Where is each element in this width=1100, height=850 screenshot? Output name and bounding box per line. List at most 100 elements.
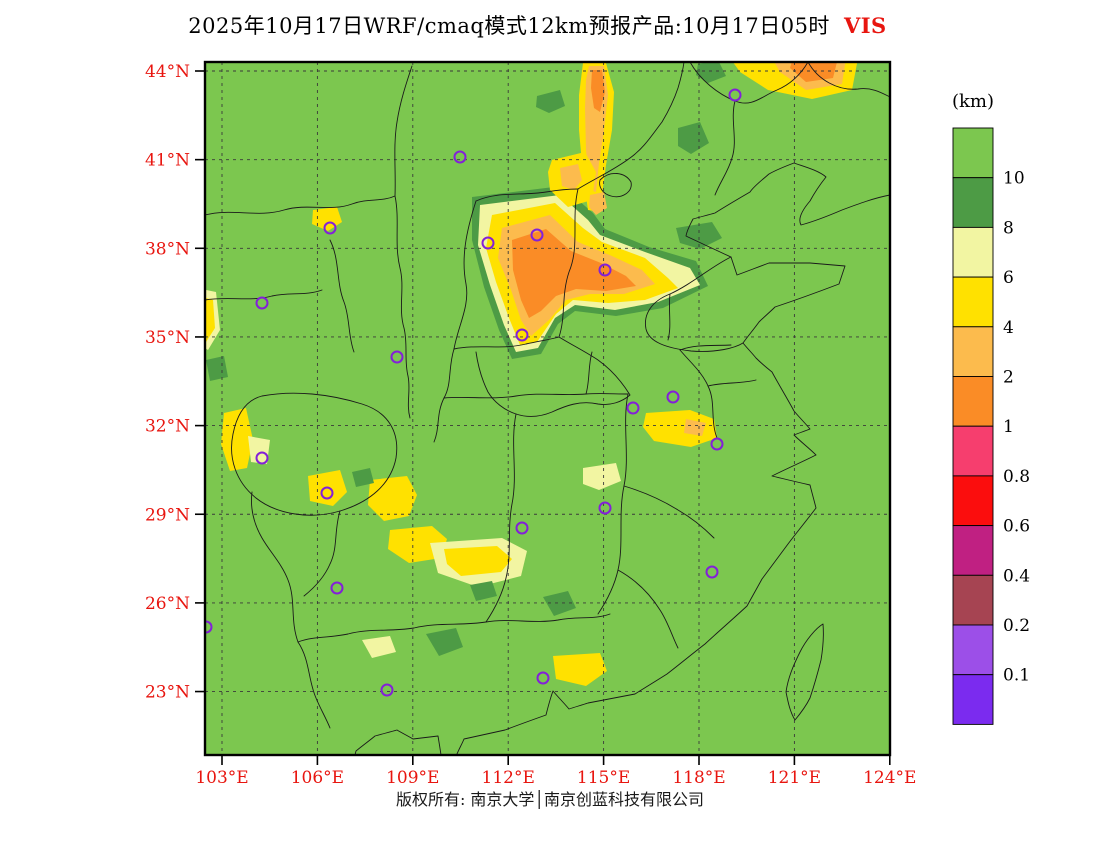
lat-label: 26°N (145, 594, 190, 614)
legend-cell (952, 326, 994, 377)
lat-label: 38°N (145, 239, 190, 259)
visibility-region (368, 476, 417, 521)
city-marker (626, 401, 640, 415)
boundary-line (354, 729, 442, 755)
city-marker (453, 150, 467, 164)
legend-cell (952, 425, 994, 477)
boundary-line (558, 188, 579, 338)
boundary-line (644, 256, 744, 352)
boundary-line (205, 195, 396, 216)
legend-label: 0.6 (1003, 517, 1030, 537)
city-marker (380, 683, 394, 697)
boundary-line (231, 392, 398, 516)
city-marker (728, 88, 742, 102)
legend-cell (952, 226, 994, 278)
city-marker (515, 328, 529, 342)
lon-label: 103°E (195, 768, 248, 788)
city-marker (598, 501, 612, 515)
lon-label: 106°E (291, 768, 344, 788)
city-marker (255, 451, 269, 465)
lon-label: 109°E (386, 768, 439, 788)
boundary-line (475, 188, 579, 202)
city-marker (710, 437, 724, 451)
legend-cell (952, 127, 994, 179)
boundary-line (205, 289, 323, 301)
boundary-line (485, 613, 611, 623)
boundary-line (707, 379, 757, 387)
city-marker (536, 671, 550, 685)
legend-label: 4 (1003, 318, 1014, 338)
city-marker (323, 221, 337, 235)
boundary-line (303, 510, 341, 597)
boundary-line (689, 62, 809, 104)
boundary-line (329, 239, 355, 353)
boundary-line (714, 100, 736, 196)
lat-label: 29°N (145, 505, 190, 525)
boundary-line (453, 200, 477, 350)
boundary-line (597, 393, 629, 615)
boundary-line (617, 569, 679, 649)
city-marker (598, 263, 612, 277)
city-marker (255, 296, 269, 310)
visibility-region (248, 436, 270, 464)
visibility-region (206, 356, 228, 381)
boundary-line (297, 621, 487, 643)
visibility-region (470, 581, 497, 601)
boundary-line (577, 62, 685, 190)
city-marker (515, 521, 529, 535)
legend-cell (952, 674, 994, 725)
lat-label: 41°N (145, 151, 190, 171)
visibility-region (589, 192, 607, 215)
lon-label: 121°E (768, 768, 821, 788)
page-title: 2025年10月17日WRF/cmaq模式12km预报产品:10月17日05时 V… (0, 10, 1075, 40)
visibility-region (560, 164, 582, 190)
boundary-line (485, 413, 517, 623)
visibility-region (678, 122, 709, 154)
boundary-line (667, 293, 671, 341)
legend-cell (952, 276, 994, 328)
city-marker (666, 390, 680, 404)
boundary-line (585, 351, 593, 395)
boundary-line (455, 162, 890, 755)
visibility-region (643, 410, 717, 447)
visibility-region (553, 653, 607, 686)
map-border (203, 60, 892, 757)
boundary-line (251, 491, 299, 643)
title-variable: VIS (843, 13, 887, 38)
lon-label: 112°E (482, 768, 535, 788)
visibility-region (362, 636, 396, 658)
boundary-line (394, 65, 413, 197)
visibility-region (512, 229, 636, 318)
boundary-line (453, 336, 560, 350)
legend-label: 0.2 (1003, 616, 1030, 636)
city-marker (705, 565, 719, 579)
legend-cell (952, 574, 994, 626)
map-content (205, 62, 890, 755)
legend-label: 8 (1003, 218, 1014, 238)
lat-label: 32°N (145, 417, 190, 437)
title-main: 2025年10月17日WRF/cmaq模式12km预报产品:10月17日05时 (188, 14, 830, 38)
boundary-line (679, 344, 732, 351)
legend-label: 0.4 (1003, 566, 1030, 586)
legend-cell (952, 525, 994, 576)
visibility-region (543, 591, 576, 616)
city-marker (320, 486, 334, 500)
legend-label: 2 (1003, 368, 1014, 388)
legend-label: 10 (1003, 169, 1025, 189)
city-marker (530, 228, 544, 242)
legend-label: 0.1 (1003, 666, 1030, 686)
legend-cell (952, 177, 994, 228)
city-marker (390, 350, 404, 364)
lon-label: 118°E (672, 768, 725, 788)
city-marker (481, 236, 495, 250)
legend-label: 6 (1003, 268, 1014, 288)
legend-label: 0.8 (1003, 467, 1030, 487)
visibility-region (684, 419, 706, 436)
visibility-region (205, 297, 215, 342)
boundary-line (443, 393, 629, 399)
visibility-region (583, 463, 621, 490)
legend-label: 1 (1003, 417, 1014, 437)
boundary-line (807, 62, 890, 98)
legend-cell (952, 376, 994, 427)
